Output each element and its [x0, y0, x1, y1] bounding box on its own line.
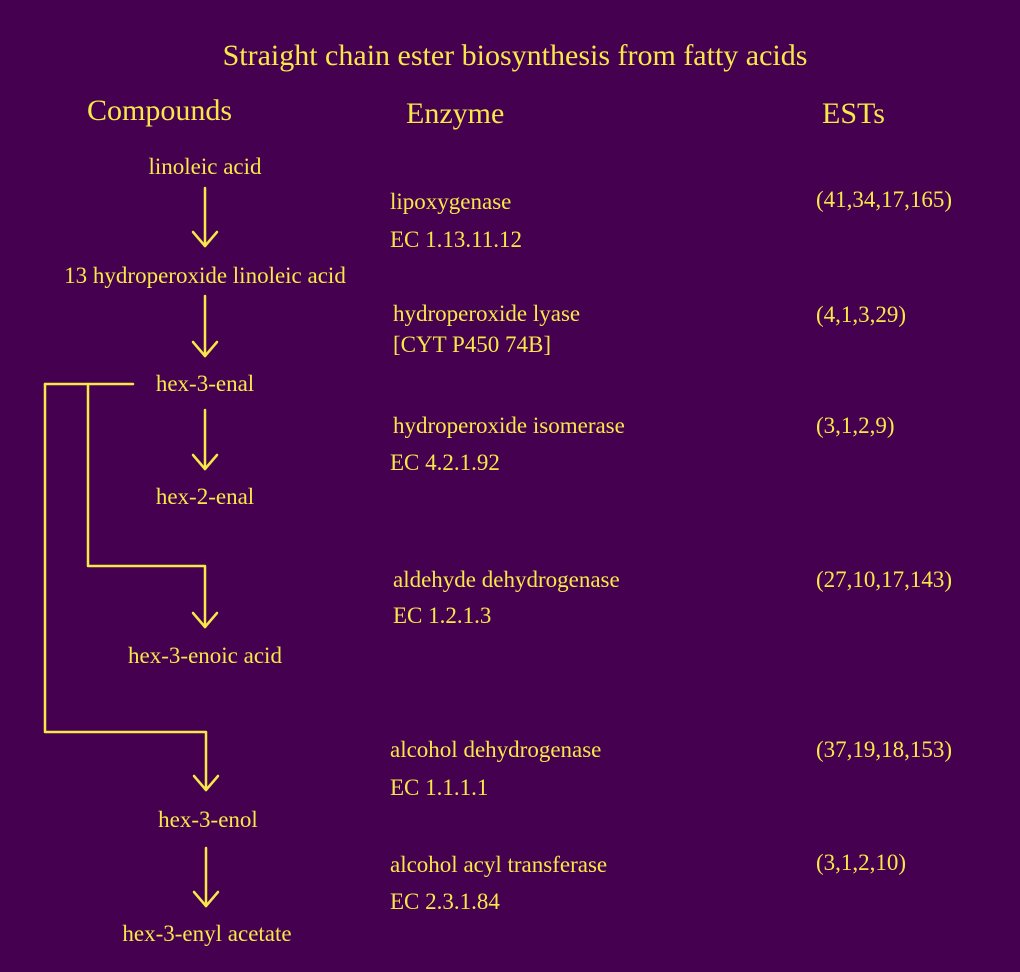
enzyme-ec: EC 2.3.1.84	[390, 889, 500, 914]
compound-hex-3-enyl-acetate: hex-3-enyl acetate	[122, 921, 292, 946]
enzyme-ests: (37,19,18,153)	[816, 737, 953, 762]
enzyme-name: hydroperoxide lyase	[393, 301, 581, 326]
header-enzyme: Enzyme	[406, 97, 505, 130]
arrow-hydroperoxide-to-hex-3-enal	[191, 294, 219, 358]
arrow-hex-3-enal-to-hex-2-enal	[191, 408, 219, 471]
enzyme-name: aldehyde dehydrogenase	[393, 567, 620, 592]
compound-hex-3-enal: hex-3-enal	[155, 371, 255, 396]
header-compounds: Compounds	[87, 94, 233, 127]
enzyme-ec: EC 1.2.1.3	[393, 603, 492, 628]
enzyme-name: alcohol dehydrogenase	[390, 737, 602, 762]
arrow-linoleic-to-hydroperoxide	[191, 186, 219, 248]
enzyme-ec: EC 4.2.1.92	[390, 450, 500, 475]
enzyme-ec: EC 1.13.11.12	[390, 227, 523, 252]
enzyme-name: lipoxygenase	[390, 189, 512, 214]
branch-hex-3-enal-to-hex-3-enol	[43, 382, 220, 792]
arrow-hex-3-enol-to-hex-3-enyl-acetate	[192, 846, 220, 908]
enzyme-name: hydroperoxide isomerase	[393, 413, 625, 438]
enzyme-ests: (41,34,17,165)	[816, 187, 953, 212]
enzyme-name: alcohol acyl transferase	[390, 852, 608, 877]
enzyme-ests: (3,1,2,9)	[816, 413, 895, 438]
header-ests: ESTs	[822, 97, 885, 130]
compound-linoleic-acid: linoleic acid	[148, 154, 262, 179]
branch-hex-3-enal-to-hex-3-enoic-acid	[43, 382, 219, 629]
enzyme-ec: [CYT P450 74B]	[393, 332, 552, 357]
compound-hex-3-enoic-acid: hex-3-enoic acid	[128, 643, 282, 668]
enzyme-ests: (4,1,3,29)	[816, 302, 907, 327]
enzyme-ests: (3,1,2,10)	[816, 850, 907, 875]
enzyme-ests: (27,10,17,143)	[816, 567, 953, 592]
compound-hex-3-enol: hex-3-enol	[158, 807, 258, 832]
diagram-title: Straight chain ester biosynthesis from f…	[222, 39, 808, 72]
compound-13-hydroperoxide-linoleic-acid: 13 hydroperoxide linoleic acid	[64, 263, 346, 288]
enzyme-ec: EC 1.1.1.1	[390, 775, 489, 800]
compound-hex-2-enal: hex-2-enal	[155, 484, 255, 509]
